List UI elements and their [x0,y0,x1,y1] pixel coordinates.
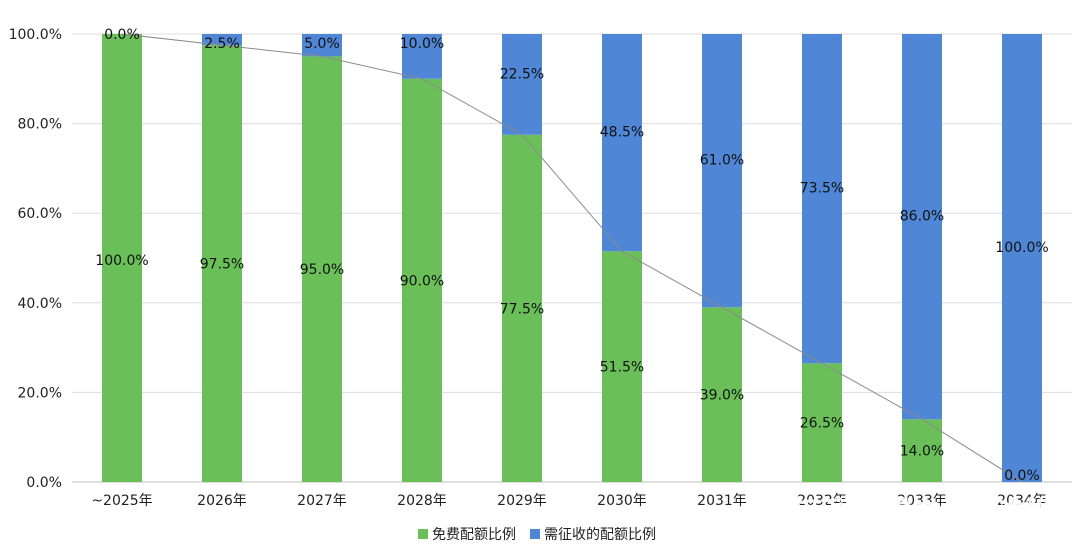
data-label-paid: 61.0% [700,153,744,169]
bar-free [202,45,242,482]
bar-free [402,78,442,483]
data-label-paid: 2.5% [204,36,240,52]
x-tick-label: 2029年 [497,493,547,509]
watermark-text: 知乎 @碳中和碳达峰 [790,495,1052,528]
bar-free [302,56,342,483]
y-axis: 0.0% 20.0% 40.0% 60.0% 80.0% 100.0% [9,27,62,491]
bar-free [902,419,942,482]
data-label-free: 51.5% [600,360,644,376]
legend-label-free: 免费配额比例 [432,527,516,543]
x-tick-label: 2032年 [797,493,847,509]
legend-label-paid: 需征收的配额比例 [544,527,656,543]
x-axis: ~2025年 2026年 2027年 2028年 2029年 2030年 2031年 2032… [91,493,1047,509]
data-label-free: 97.5% [200,257,244,273]
y-tick-label: 40.0% [18,296,62,312]
bar-paid [402,34,442,79]
x-tick-label: 2028年 [397,493,447,509]
data-label-paid: 73.5% [800,181,844,197]
bar-paid [602,34,642,252]
data-label-paid: 0.0% [104,27,140,43]
bar-free [702,307,742,482]
x-tick-label: 2033年 [897,493,947,509]
bar-free [602,251,642,482]
bar-paid [802,34,842,364]
bar-free [802,363,842,482]
data-label-free: 77.5% [500,301,544,317]
y-tick-label: 80.0% [18,117,62,133]
bar-paid [702,34,742,308]
data-label-free: 95.0% [300,262,344,278]
bar-free [502,134,542,483]
x-tick-label: 2026年 [197,493,247,509]
bar-paid [1002,34,1042,482]
watermark: 知乎 @碳中和碳达峰 [790,495,1052,528]
trend-polyline [121,33,1023,483]
y-tick-label: 20.0% [18,385,62,401]
data-label-free: 39.0% [700,388,744,404]
legend: 免费配额比例 需征收的配额比例 [418,527,656,543]
data-labels: 100.0% 0.0% 97.5% 2.5% 95.0% 5.0% 90.0% 10.0% 77… [95,27,1048,484]
x-tick-label: ~2025年 [91,493,152,509]
bar-paid [302,34,342,57]
data-label-free: 26.5% [800,416,844,432]
trend-line [121,33,1023,483]
x-tick-label: 2034年 [997,493,1047,509]
data-label-paid: 5.0% [304,36,340,52]
data-label-paid: 48.5% [600,125,644,141]
data-label-free: 90.0% [400,273,444,289]
x-tick-label: 2031年 [697,493,747,509]
y-tick-label: 60.0% [18,206,62,222]
data-label-paid: 86.0% [900,209,944,225]
data-label-free: 0.0% [1004,468,1040,484]
data-label-paid: 100.0% [995,240,1048,256]
x-tick-label: 2030年 [597,493,647,509]
bar-paid [202,34,242,46]
bar-paid [902,34,942,420]
data-label-paid: 22.5% [500,66,544,82]
data-label-free: 100.0% [95,253,148,269]
bar-free [102,34,142,482]
x-tick-label: 2027年 [297,493,347,509]
bar-paid [502,34,542,135]
legend-swatch-paid [530,529,540,539]
data-label-free: 14.0% [900,444,944,460]
y-tick-label: 0.0% [26,475,62,491]
bars [102,34,1042,483]
legend-swatch-free [418,529,428,539]
data-label-paid: 10.0% [400,36,444,52]
y-tick-label: 100.0% [9,27,62,43]
